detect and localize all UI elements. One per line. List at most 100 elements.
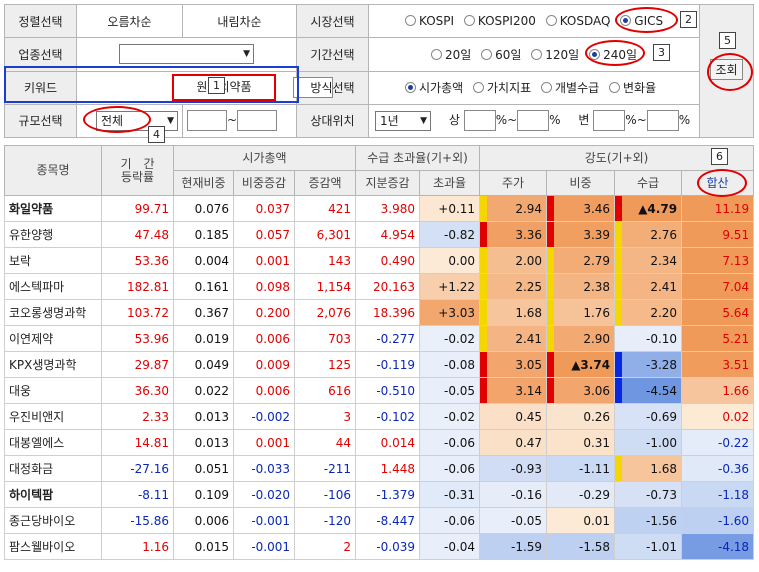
cell-stake: -0.119: [355, 351, 421, 378]
sector-select[interactable]: ▼: [119, 44, 254, 65]
col-stake-change[interactable]: 지분증감: [355, 170, 421, 196]
strength-marker: [480, 352, 488, 377]
table-row[interactable]: 대정화금 -27.16 0.051 -0.033 -211 1.448 -0.06 -0.93…: [4, 455, 755, 482]
table-row[interactable]: 에스텍파마 182.81 0.161 0.098 1,154 20.163 +1.22 2.2…: [4, 273, 755, 300]
cell-period: 1.16: [101, 533, 174, 560]
col-group-mcap: 시가총액: [172, 145, 357, 171]
cell-value: 703: [328, 331, 352, 346]
cell-name[interactable]: 종근당바이오: [4, 507, 102, 534]
cell-name[interactable]: 대웅: [4, 377, 102, 404]
cell-supply: -1.01: [614, 533, 683, 560]
col-weight[interactable]: 현재비중: [173, 170, 234, 196]
method-option-mcap[interactable]: 시가총액: [405, 81, 463, 95]
table-row[interactable]: 화일약품 99.71 0.076 0.037 421 3.980 +0.11 2.94 3.46…: [4, 195, 755, 222]
radio-icon[interactable]: [431, 48, 442, 60]
change-max-input[interactable]: [646, 110, 679, 132]
cell-value: 0.006: [255, 331, 290, 346]
cell-name[interactable]: 대정화금: [4, 455, 102, 482]
period-label: 기간선택: [296, 37, 369, 72]
sort-desc-button[interactable]: 내림차순: [182, 3, 297, 39]
market-option-kospi[interactable]: KOSPI: [405, 14, 454, 28]
market-option-kospi200[interactable]: KOSPI200: [463, 14, 536, 28]
table-row[interactable]: 보락 53.36 0.004 0.001 143 0.490 0.00 2.00 2.79 2.3…: [4, 247, 755, 274]
table-row[interactable]: 종근당바이오 -15.86 0.006 -0.001 -120 -8.447 -0.06 -0…: [4, 507, 755, 534]
cell-price: 2.00: [479, 247, 548, 274]
method-option-change[interactable]: 변화율: [609, 81, 656, 95]
cell-name[interactable]: 화일약품: [4, 195, 102, 222]
period-option-20[interactable]: 20일: [431, 48, 471, 62]
sort-label: 정렬선택: [4, 3, 77, 39]
col-amount[interactable]: 증감액: [293, 170, 357, 196]
scale-max-input[interactable]: [237, 110, 278, 132]
up-max-input[interactable]: [517, 110, 550, 132]
col-supply[interactable]: 수급: [614, 170, 683, 196]
cell-exc: -0.04: [419, 533, 481, 560]
cell-value: 2.41: [515, 331, 543, 346]
cell-value: 2.90: [583, 331, 611, 346]
cell-value: 대봉엘에스: [9, 436, 65, 450]
table-row[interactable]: 대웅 36.30 0.022 0.006 616 -0.510 -0.05 3.14 3.06 -…: [4, 377, 755, 404]
table-row[interactable]: KPX생명과학 29.87 0.049 0.009 125 -0.119 -0.08 3.05…: [4, 351, 755, 378]
table-row[interactable]: 우진비앤지 2.33 0.013 -0.002 3 -0.102 -0.02 0.45 0.26…: [4, 403, 755, 430]
radio-icon[interactable]: [463, 15, 475, 27]
cell-price: 3.36: [479, 221, 548, 248]
table-row[interactable]: 코오롱생명과학 103.72 0.367 0.200 2,076 18.396 +3.03 1…: [4, 299, 755, 326]
cell-w: 0.051: [173, 455, 234, 482]
cell-name[interactable]: 하이텍팜: [4, 481, 102, 508]
cell-wchg: 0.057: [233, 221, 295, 248]
scale-min-input[interactable]: [187, 110, 227, 132]
cell-name[interactable]: 에스텍파마: [4, 273, 102, 300]
col-name[interactable]: 종목명: [4, 145, 102, 196]
table-row[interactable]: 유한양행 47.48 0.185 0.057 6,301 4.954 -0.82 3.36 3.…: [4, 221, 755, 248]
col-period[interactable]: 기 간 등락률: [101, 145, 174, 196]
up-min-input[interactable]: [463, 110, 496, 132]
table-row[interactable]: 하이텍팜 -8.11 0.109 -0.020 -106 -1.379 -0.31 -0.16…: [4, 481, 755, 508]
cell-name[interactable]: 유한양행: [4, 221, 102, 248]
method-option-value[interactable]: 가치지표: [473, 81, 531, 95]
radio-icon[interactable]: [531, 48, 543, 60]
table-row[interactable]: 팜스웰바이오 1.16 0.015 -0.001 2 -0.039 -0.04 -1.59 -1…: [4, 533, 755, 560]
radio-icon[interactable]: [545, 15, 557, 27]
sector-label: 업종선택: [4, 37, 77, 72]
period-option-60[interactable]: 60일: [481, 48, 521, 62]
cell-wchg: -0.033: [233, 455, 295, 482]
cell-value: 2,076: [316, 305, 352, 320]
relpos-select[interactable]: 1년 ▼: [375, 110, 431, 131]
cell-name[interactable]: 대봉엘에스: [4, 429, 102, 456]
col-excess[interactable]: 초과율: [419, 170, 481, 196]
cell-value: 0.098: [255, 279, 290, 294]
radio-icon[interactable]: [405, 15, 416, 27]
col-weight-change[interactable]: 비중증감: [233, 170, 295, 196]
cell-value: 0.31: [583, 435, 611, 450]
radio-icon[interactable]: [473, 82, 484, 94]
cell-name[interactable]: 보락: [4, 247, 102, 274]
strength-marker: [480, 222, 488, 247]
method-option-supply[interactable]: 개별수급: [541, 81, 599, 95]
cell-name[interactable]: 우진비앤지: [4, 403, 102, 430]
cell-value: -0.16: [510, 487, 543, 502]
radio-icon[interactable]: [481, 48, 493, 60]
table-row[interactable]: 이연제약 53.96 0.019 0.006 703 -0.277 -0.02 2.41 2.9…: [4, 325, 755, 352]
change-min-input[interactable]: [593, 110, 626, 132]
cell-name[interactable]: 코오롱생명과학: [4, 299, 102, 326]
col-price[interactable]: 주가: [479, 170, 548, 196]
cell-value: 1.66: [722, 383, 750, 398]
cell-value: 하이텍팜: [9, 488, 54, 502]
cell-wchg: -0.001: [233, 507, 295, 534]
cell-value: 3.51: [722, 357, 750, 372]
radio-selected-icon[interactable]: [405, 82, 416, 94]
cell-name[interactable]: 팜스웰바이오: [4, 533, 102, 560]
radio-icon[interactable]: [541, 82, 552, 94]
cell-period: 53.96: [101, 325, 174, 352]
cell-value: 11.19: [714, 201, 750, 216]
market-option-kosdaq[interactable]: KOSDAQ: [545, 14, 610, 28]
cell-weight: 2.79: [546, 247, 616, 274]
period-option-120[interactable]: 120일: [531, 48, 579, 62]
cell-name[interactable]: KPX생명과학: [4, 351, 102, 378]
cell-name[interactable]: 이연제약: [4, 325, 102, 352]
sort-asc-button[interactable]: 오름차순: [76, 3, 183, 39]
strength-marker: [615, 196, 623, 221]
col-strength-weight[interactable]: 비중: [546, 170, 616, 196]
table-row[interactable]: 대봉엘에스 14.81 0.013 0.001 44 0.014 -0.06 0.47 0.31…: [4, 429, 755, 456]
radio-icon[interactable]: [609, 82, 620, 94]
